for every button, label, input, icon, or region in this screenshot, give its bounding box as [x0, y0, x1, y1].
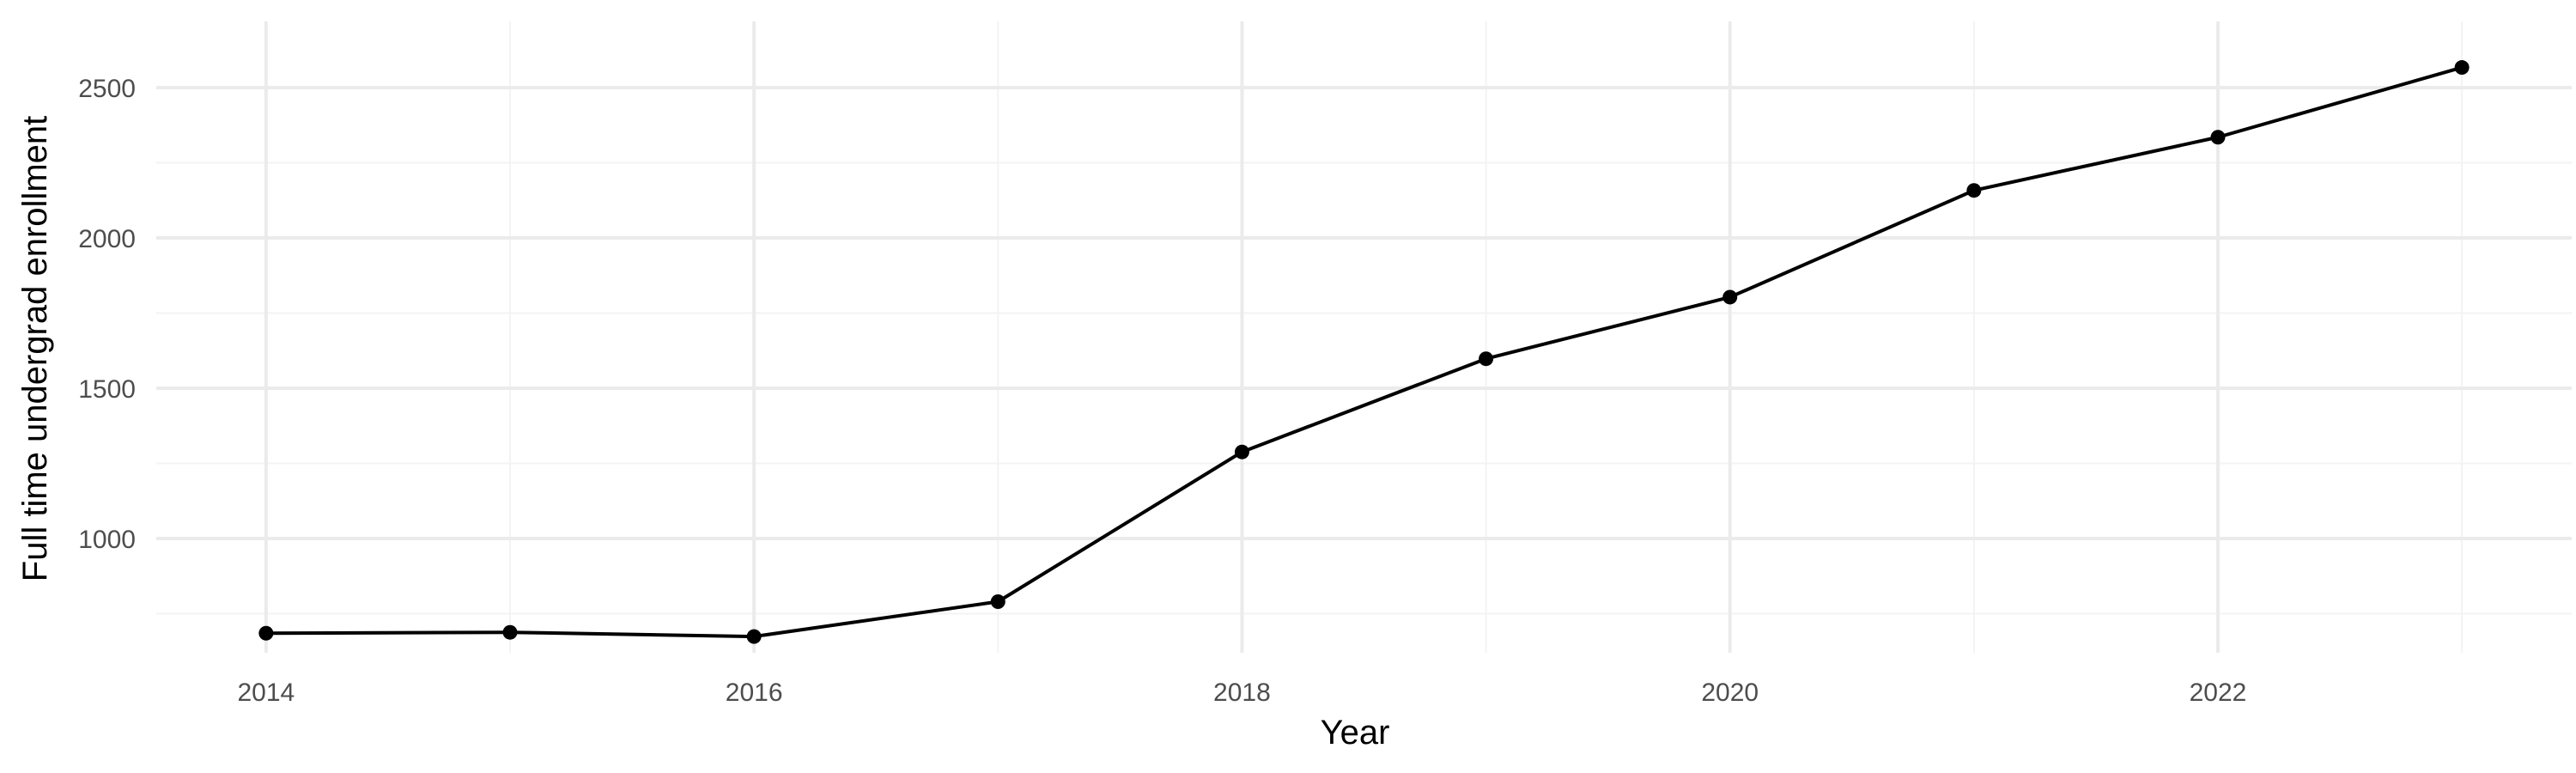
- x-tick-label: 2022: [2190, 679, 2247, 707]
- y-axis-tick-labels: 1000 1500 2000 2500: [78, 75, 136, 554]
- y-tick-label: 2000: [78, 225, 136, 253]
- x-tick-label: 2018: [1213, 679, 1271, 707]
- series-line: [264, 65, 2464, 639]
- y-axis-title: Full time undergrad enrollment: [16, 116, 54, 581]
- grid: [156, 21, 2572, 653]
- data-point: [2210, 130, 2226, 145]
- data-point: [1234, 444, 1249, 460]
- data-point: [1479, 351, 1494, 367]
- data-point: [258, 625, 274, 641]
- data-point: [1722, 289, 1738, 305]
- y-tick-label: 1500: [78, 375, 136, 404]
- x-tick-label: 2016: [726, 679, 783, 707]
- data-point: [1966, 183, 1982, 198]
- data-points: [258, 60, 2470, 644]
- data-point: [2454, 60, 2470, 76]
- y-tick-label: 2500: [78, 75, 136, 103]
- data-point: [502, 624, 518, 640]
- x-axis-tick-labels: 2014 2016 2018 2020 2022: [237, 679, 2246, 707]
- x-axis-title: Year: [1321, 714, 1390, 752]
- x-tick-label: 2020: [1701, 679, 1759, 707]
- series-line-layer: [264, 65, 2464, 639]
- x-tick-label: 2014: [237, 679, 295, 707]
- y-tick-label: 1000: [78, 526, 136, 554]
- data-point: [990, 594, 1005, 609]
- data-point: [746, 629, 762, 644]
